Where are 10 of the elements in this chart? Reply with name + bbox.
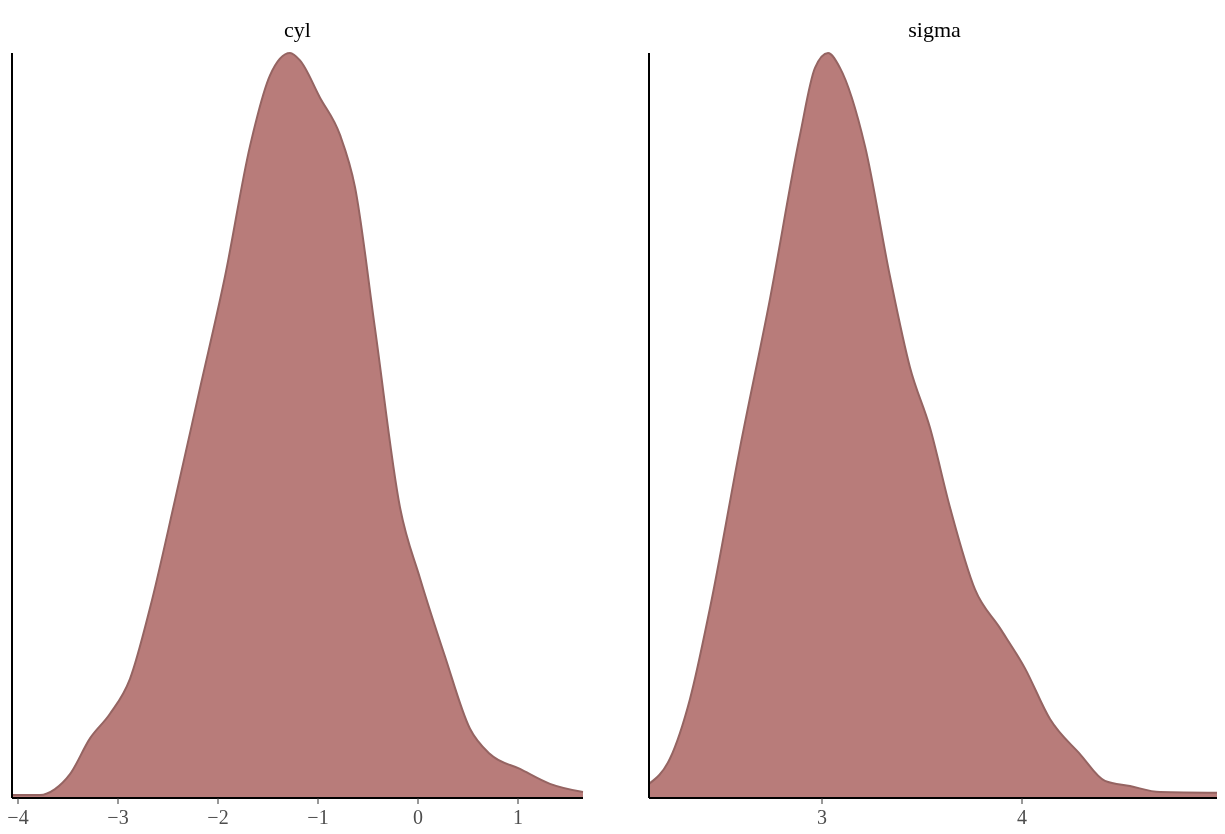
- chart-title: sigma: [908, 17, 961, 42]
- x-tick-label: 3: [817, 806, 827, 828]
- x-tick-label: −2: [207, 806, 229, 828]
- x-tick-label: 1: [513, 806, 523, 828]
- x-tick-label: −3: [107, 806, 129, 828]
- x-tick-label: 0: [413, 806, 423, 828]
- x-tick-label: 4: [1017, 806, 1027, 828]
- x-tick-label: −4: [7, 806, 29, 828]
- x-tick-label: −1: [307, 806, 329, 828]
- chart-title: cyl: [284, 17, 311, 42]
